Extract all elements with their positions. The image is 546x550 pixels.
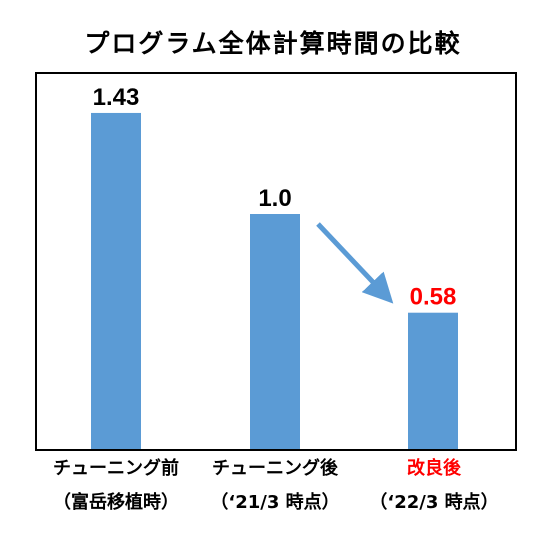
category-label-line2: （‘22/3 時点）: [369, 492, 499, 513]
category-label-line1: チューニング前: [53, 458, 179, 479]
decrease-arrow: [316, 222, 394, 304]
category-label-improved: 改良後 （‘22/3 時点）: [349, 452, 519, 520]
category-label-line2: （富岳移植時）: [53, 492, 179, 513]
category-label-line1: チューニング後: [212, 458, 338, 479]
value-label-1: 1.0: [258, 185, 291, 212]
value-label-0: 1.43: [93, 84, 140, 111]
value-label-2: 0.58: [410, 284, 457, 311]
bar-0: [91, 112, 141, 449]
chart-title: プログラム全体計算時間の比較: [84, 29, 462, 58]
plot-frame: [35, 72, 517, 451]
category-label-after-tuning: チューニング後 （‘21/3 時点）: [190, 452, 360, 520]
category-label-line2: （‘21/3 時点）: [210, 492, 340, 513]
category-label-line1: 改良後: [407, 458, 461, 479]
bar-2: [408, 312, 458, 449]
bar-1: [250, 214, 300, 449]
category-label-before-tuning: チューニング前 （富岳移植時）: [31, 452, 201, 520]
